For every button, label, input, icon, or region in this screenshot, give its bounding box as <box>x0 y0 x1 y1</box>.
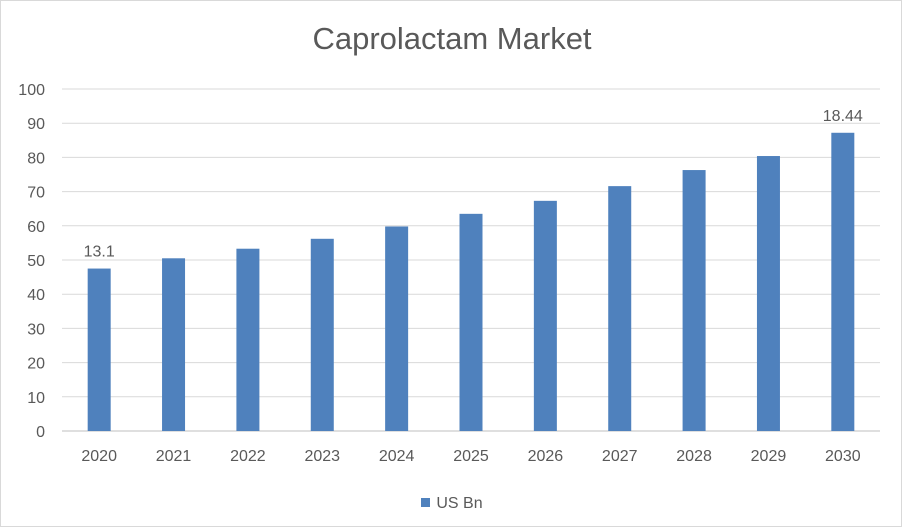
y-tick-label: 70 <box>27 185 45 202</box>
y-tick-label: 90 <box>27 116 45 133</box>
legend-label: US Bn <box>436 495 483 512</box>
x-tick-label: 2022 <box>230 448 266 465</box>
x-tick-label: 2021 <box>156 448 192 465</box>
bar <box>756 156 780 432</box>
chart-title: Caprolactam Market <box>312 21 592 56</box>
bar <box>608 186 632 431</box>
bar <box>310 238 334 431</box>
x-tick-label: 2020 <box>81 448 117 465</box>
bar <box>682 170 706 431</box>
bar <box>459 213 483 431</box>
bar <box>831 132 855 431</box>
y-tick-label: 20 <box>27 356 45 373</box>
y-tick-label: 0 <box>36 424 45 441</box>
y-tick-label: 40 <box>27 287 45 304</box>
x-tick-label: 2026 <box>528 448 564 465</box>
x-tick-label: 2028 <box>676 448 712 465</box>
x-tick-label: 2027 <box>602 448 638 465</box>
x-tick-label: 2030 <box>825 448 861 465</box>
legend: US Bn <box>1 495 902 513</box>
x-tick-label: 2029 <box>751 448 787 465</box>
x-tick-label: 2025 <box>453 448 489 465</box>
y-tick-label: 60 <box>27 219 45 236</box>
bar <box>533 200 557 431</box>
x-tick-label: 2023 <box>304 448 340 465</box>
x-tick-label: 2024 <box>379 448 415 465</box>
y-tick-label: 30 <box>27 321 45 338</box>
legend-swatch <box>421 498 431 507</box>
bar <box>87 268 111 431</box>
bar <box>162 258 186 431</box>
bar <box>236 248 260 431</box>
y-tick-label: 50 <box>27 253 45 270</box>
data-label: 13.1 <box>84 244 115 261</box>
y-tick-label: 100 <box>18 82 45 99</box>
bar <box>385 226 409 431</box>
data-label: 18.44 <box>823 108 863 125</box>
y-tick-label: 10 <box>27 390 45 407</box>
y-tick-label: 80 <box>27 150 45 167</box>
